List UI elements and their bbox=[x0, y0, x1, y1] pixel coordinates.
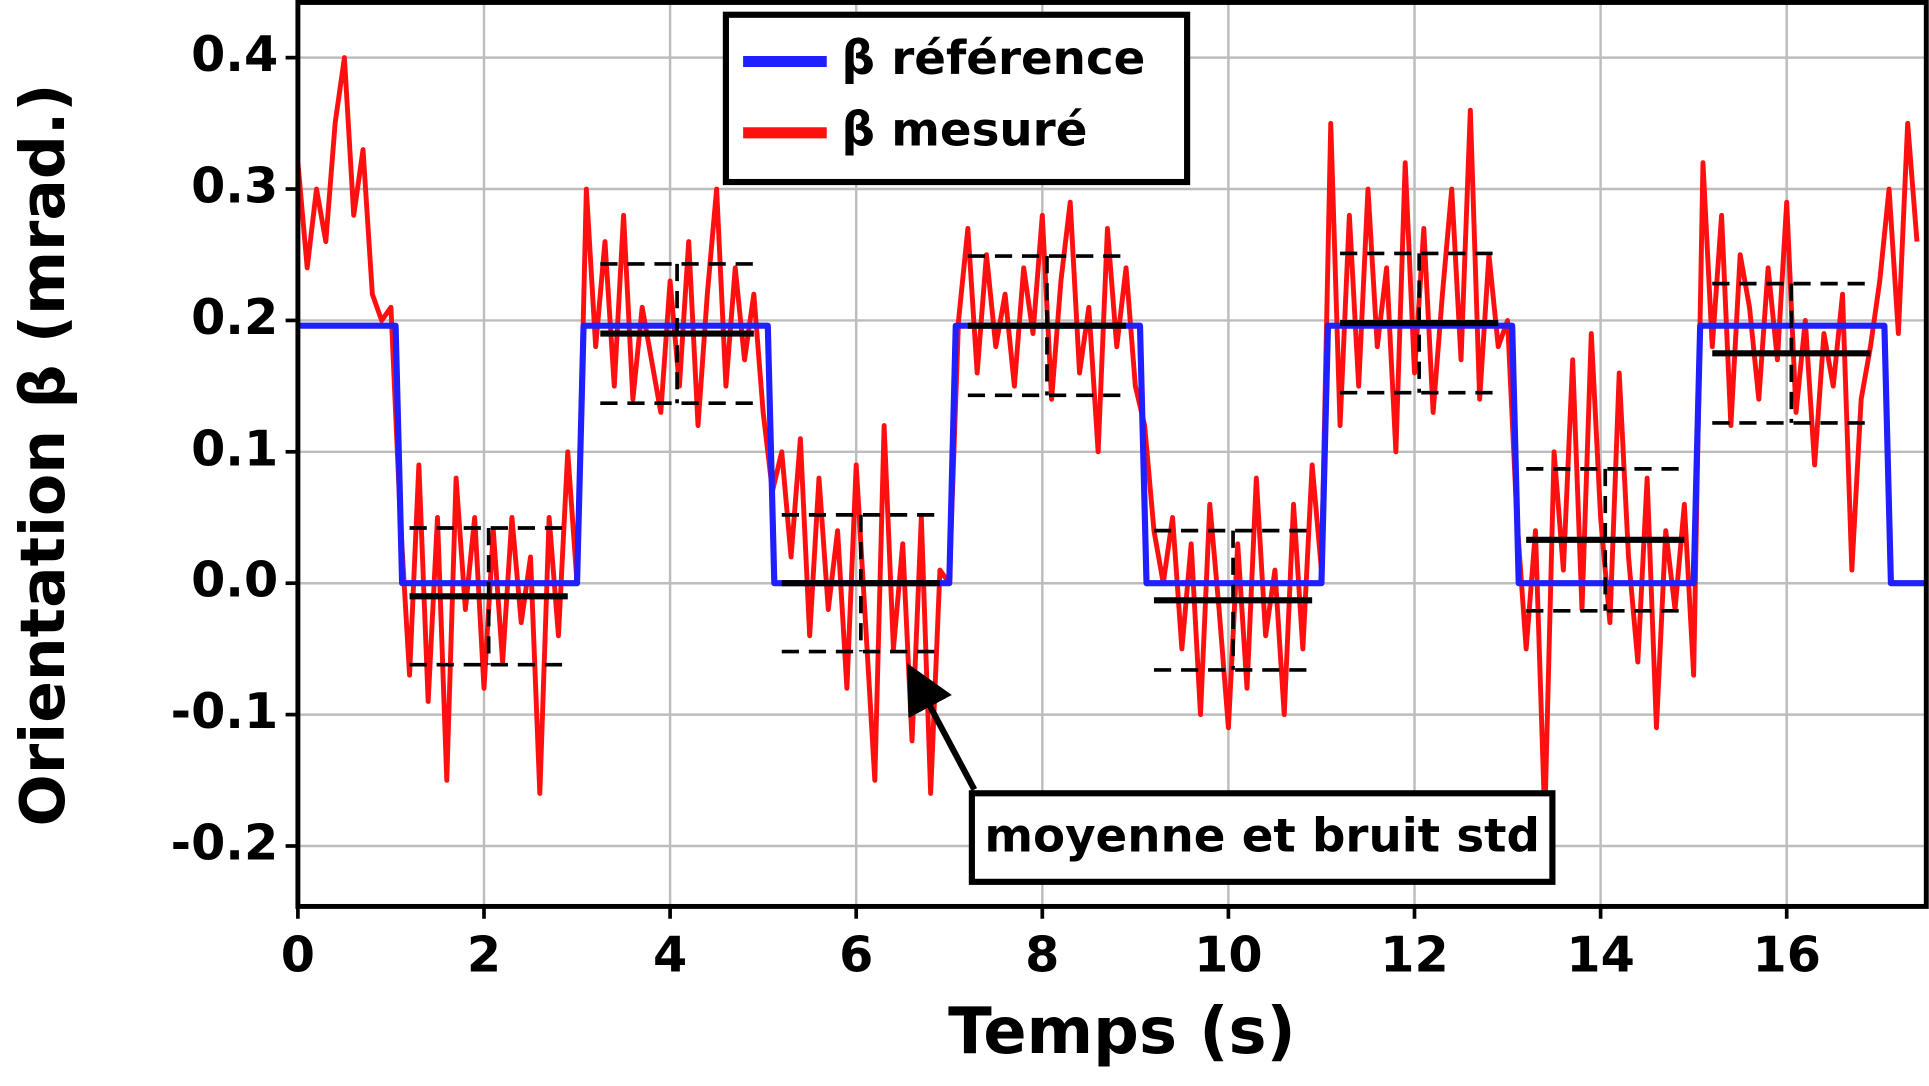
x-tick-label: 16 bbox=[1752, 926, 1820, 984]
annotation-box bbox=[968, 790, 1556, 885]
x-tick-label: 8 bbox=[1025, 926, 1059, 984]
plot-frame bbox=[295, 0, 1929, 909]
y-tick-label: -0.1 bbox=[171, 682, 279, 740]
x-axis-title: Temps (s) bbox=[948, 995, 1296, 1069]
x-tick-label: 0 bbox=[281, 926, 315, 984]
legend-box bbox=[722, 11, 1191, 186]
y-tick-label: 0.3 bbox=[191, 157, 278, 215]
annotation-text: moyenne et bruit std bbox=[984, 809, 1540, 863]
annotation-arrow bbox=[907, 663, 978, 792]
plot-area bbox=[297, 55, 1927, 823]
x-tick-label: 10 bbox=[1194, 926, 1262, 984]
legend-label: β mesuré bbox=[842, 103, 1088, 157]
y-tick-label: 0.4 bbox=[191, 25, 278, 83]
series-line bbox=[297, 55, 1920, 823]
x-tick-label: 12 bbox=[1380, 926, 1448, 984]
y-tick-label: 0.1 bbox=[191, 419, 278, 477]
series-line bbox=[297, 322, 1927, 587]
x-tick-label: 2 bbox=[467, 926, 501, 984]
x-tick-label: 4 bbox=[653, 926, 687, 984]
x-tick-label: 14 bbox=[1566, 926, 1634, 984]
y-tick-label: 0.0 bbox=[191, 551, 278, 609]
y-axis-title: Orientation β (mrad.) bbox=[7, 84, 79, 827]
y-tick-label: -0.2 bbox=[171, 813, 279, 871]
legend-label: β référence bbox=[842, 32, 1146, 86]
y-tick-label: 0.2 bbox=[191, 288, 278, 346]
x-tick-label: 6 bbox=[839, 926, 873, 984]
